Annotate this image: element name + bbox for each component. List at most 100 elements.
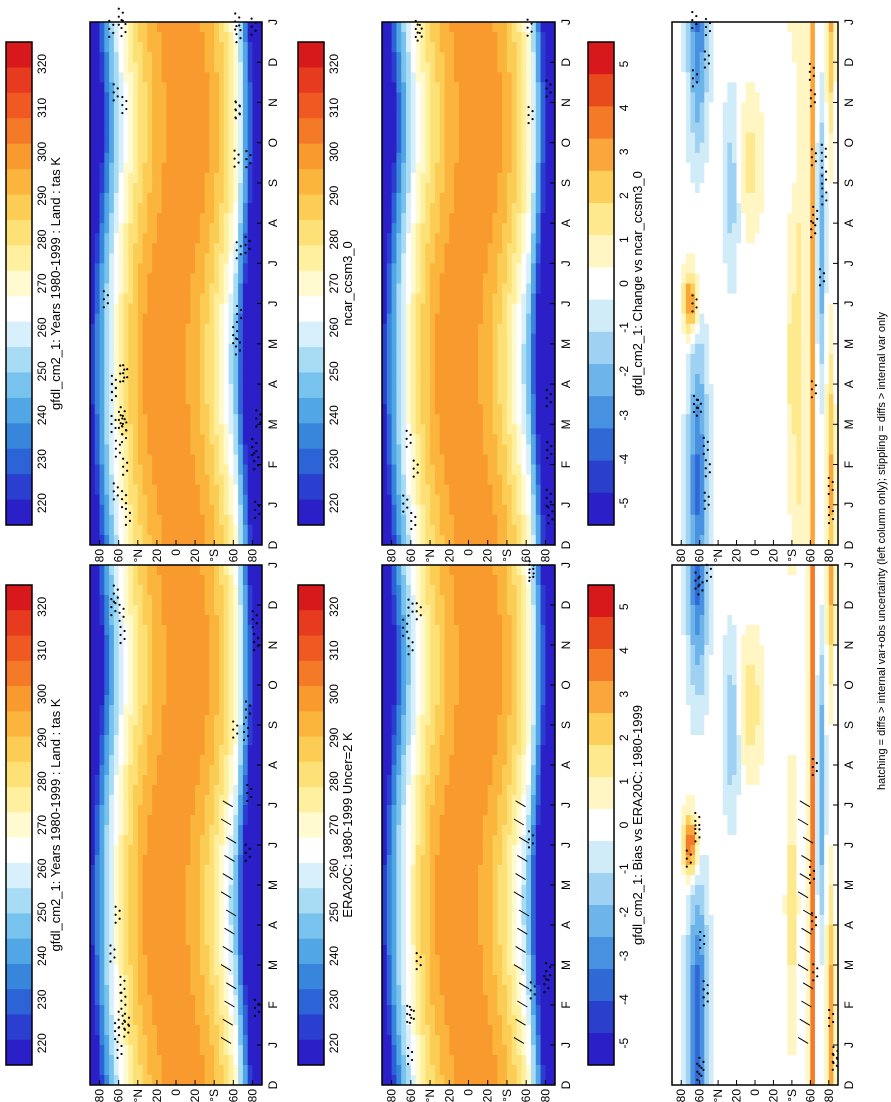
heatmap-cell (487, 584, 493, 595)
heatmap-cell (386, 704, 393, 715)
heatmap-cell (511, 724, 517, 735)
heatmap-cell (473, 944, 479, 955)
heatmap-cell (415, 1064, 421, 1075)
heatmap-cell (521, 704, 527, 715)
heatmap-cell (550, 774, 556, 785)
stipple-dot (532, 575, 535, 578)
heatmap-cell (410, 794, 417, 805)
heatmap-cell (185, 1024, 191, 1035)
heatmap-cell (242, 944, 249, 955)
heatmap-cell (156, 964, 163, 975)
heatmap-cell (478, 624, 484, 635)
heatmap-cell (185, 724, 191, 735)
colorbar-swatch (298, 710, 324, 737)
heatmap-cell (185, 694, 191, 705)
heatmap-cell (104, 924, 110, 935)
heatmap-cell (478, 594, 484, 605)
heatmap-cell (473, 594, 479, 605)
heatmap-cell (166, 1054, 172, 1065)
heatmap-cell (214, 724, 220, 735)
heatmap-cell (142, 864, 148, 875)
heatmap-cell (787, 1044, 793, 1055)
heatmap-cell (681, 844, 687, 855)
heatmap-cell (219, 594, 225, 605)
heatmap-cell (801, 894, 807, 905)
heatmap-cell (252, 604, 258, 615)
heatmap-cell (185, 844, 191, 855)
heatmap-cell (396, 834, 402, 845)
heatmap-cell (90, 944, 96, 955)
stipple-dot (112, 600, 115, 603)
heatmap-cell (386, 784, 393, 795)
heatmap-cell (526, 584, 532, 595)
heatmap-cell (526, 944, 532, 955)
heatmap-cell (410, 944, 417, 955)
heatmap-cell (94, 674, 100, 685)
heatmap-cell (454, 964, 460, 975)
hatch-line (515, 1018, 526, 1026)
heatmap-cell (695, 1004, 701, 1015)
heatmap-cell (233, 734, 239, 745)
heatmap-cell (152, 1004, 158, 1015)
heatmap-cell (233, 604, 239, 615)
heatmap-cell (242, 724, 249, 735)
heatmap-cell (526, 704, 532, 715)
heatmap-cell (540, 624, 546, 635)
heatmap-cell (672, 934, 678, 945)
heatmap-cell (545, 684, 551, 695)
heatmap-cell (801, 984, 807, 995)
heatmap-cell (741, 1024, 747, 1035)
heatmap-cell (745, 1024, 751, 1035)
heatmap-cell (401, 704, 407, 715)
heatmap-cell (439, 764, 445, 775)
heatmap-cell (94, 664, 100, 675)
heatmap-cell (176, 844, 182, 855)
heatmap-cell (166, 644, 172, 655)
heatmap-cell (685, 914, 691, 925)
heatmap-cell (828, 934, 834, 945)
heatmap-cell (672, 854, 678, 865)
heatmap-cell (430, 804, 436, 815)
heatmap-cell (252, 894, 258, 905)
heatmap-cell (238, 884, 244, 895)
heatmap-cell (152, 994, 158, 1005)
heatmap-cell (550, 844, 556, 855)
heatmap-cell (449, 994, 455, 1005)
heatmap-cell (778, 1004, 784, 1015)
heatmap-cell (444, 664, 450, 675)
heatmap-cell (252, 1024, 258, 1035)
heatmap-cell (219, 614, 225, 625)
heatmap-cell (94, 1074, 100, 1085)
heatmap-cell (526, 744, 532, 755)
heatmap-cell (247, 694, 253, 705)
heatmap-cell (439, 914, 445, 925)
heatmap-cell (109, 894, 115, 905)
heatmap-cell (722, 854, 728, 865)
heatmap-cell (257, 814, 263, 825)
stipple-dot (407, 645, 410, 648)
heatmap-cell (133, 804, 139, 815)
heatmap-cell (94, 654, 100, 665)
stipple-dot (549, 966, 552, 969)
heatmap-cell (773, 1054, 779, 1065)
heatmap-cell (242, 884, 249, 895)
heatmap-cell (94, 1044, 100, 1055)
heatmap-cell (791, 854, 797, 865)
heatmap-cell (156, 644, 163, 655)
heatmap-cell (473, 604, 479, 615)
heatmap-cell (828, 944, 834, 955)
hatch-line (513, 1036, 525, 1044)
heatmap-cell (113, 954, 120, 965)
heatmap-cell (521, 774, 527, 785)
heatmap-cell (497, 944, 503, 955)
heatmap-cell (487, 664, 493, 675)
stipple-dot (123, 979, 126, 982)
heatmap-cell (449, 834, 455, 845)
heatmap-cell (209, 694, 215, 705)
heatmap-cell (545, 634, 551, 645)
heatmap-cell (386, 804, 393, 815)
heatmap-cell (425, 664, 431, 675)
heatmap-cell (415, 604, 421, 615)
heatmap-cell (104, 724, 110, 735)
heatmap-cell (535, 864, 541, 875)
